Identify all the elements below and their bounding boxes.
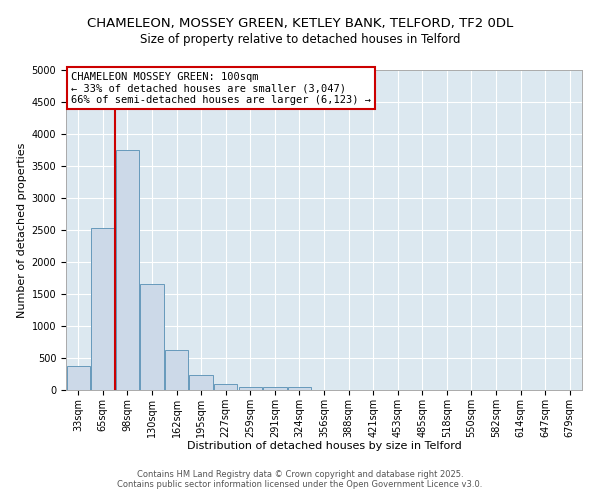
Text: CHAMELEON MOSSEY GREEN: 100sqm
← 33% of detached houses are smaller (3,047)
66% : CHAMELEON MOSSEY GREEN: 100sqm ← 33% of … — [71, 72, 371, 105]
Y-axis label: Number of detached properties: Number of detached properties — [17, 142, 28, 318]
Bar — [190, 376, 213, 390]
X-axis label: Distribution of detached houses by size in Telford: Distribution of detached houses by size … — [187, 442, 461, 452]
Bar — [140, 284, 164, 390]
Bar — [91, 228, 115, 390]
Bar — [288, 387, 311, 390]
Bar — [239, 387, 262, 390]
Text: Contains HM Land Registry data © Crown copyright and database right 2025.: Contains HM Land Registry data © Crown c… — [137, 470, 463, 479]
Text: CHAMELEON, MOSSEY GREEN, KETLEY BANK, TELFORD, TF2 0DL: CHAMELEON, MOSSEY GREEN, KETLEY BANK, TE… — [87, 18, 513, 30]
Bar — [214, 384, 238, 390]
Bar — [116, 150, 139, 390]
Bar — [67, 366, 90, 390]
Bar — [165, 350, 188, 390]
Text: Contains public sector information licensed under the Open Government Licence v3: Contains public sector information licen… — [118, 480, 482, 489]
Bar — [263, 387, 287, 390]
Text: Size of property relative to detached houses in Telford: Size of property relative to detached ho… — [140, 32, 460, 46]
